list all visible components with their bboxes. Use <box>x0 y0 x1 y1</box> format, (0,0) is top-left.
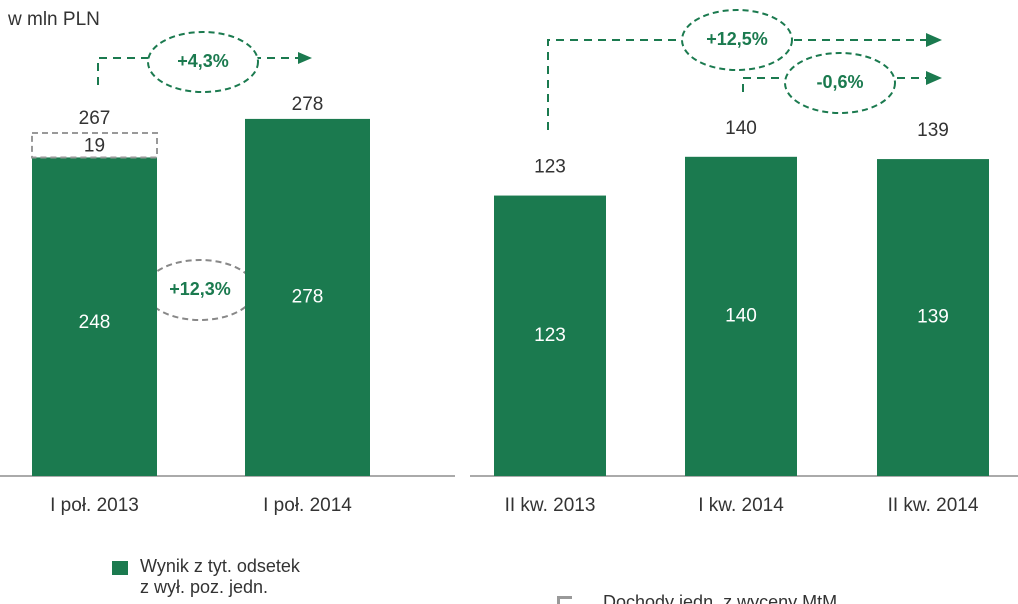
arrow <box>547 39 928 130</box>
annotation: +12,5% <box>706 29 768 49</box>
legend-swatch <box>557 596 572 604</box>
bar-label: 139 <box>917 307 949 328</box>
arrow <box>742 77 928 92</box>
unit-label: w mln PLN <box>7 9 100 30</box>
arrow-head <box>926 71 942 85</box>
x-tick-label: II kw. 2014 <box>888 495 979 516</box>
bar-label: 278 <box>292 286 324 307</box>
bar-label: 248 <box>79 312 111 333</box>
x-tick-label: I poł. 2013 <box>50 495 139 516</box>
annotation: -0,6% <box>816 72 863 92</box>
bar <box>245 118 370 476</box>
total-label: 278 <box>292 94 324 115</box>
arrow-head <box>926 33 942 47</box>
annotation-ellipse <box>681 9 793 71</box>
annotation: +12,3% <box>169 279 231 299</box>
bar <box>685 156 797 477</box>
total-label: 139 <box>917 120 949 141</box>
legend-swatch <box>112 561 128 575</box>
annotation: +4,3% <box>177 51 229 71</box>
total-label: 123 <box>534 157 566 178</box>
total-label: 140 <box>725 118 757 139</box>
x-tick-label: I poł. 2014 <box>263 495 352 516</box>
x-tick-label: I kw. 2014 <box>698 495 784 516</box>
legend-label: Wynik z tyt. odsetek z wył. poz. jedn. <box>140 556 300 597</box>
x-tick-label: II kw. 2013 <box>505 495 596 516</box>
bar <box>32 157 157 476</box>
bar <box>877 159 989 476</box>
bar <box>494 195 606 476</box>
total-label: 267 <box>79 108 111 129</box>
arrow-head <box>298 52 312 64</box>
annotation-ellipse <box>147 31 259 93</box>
bar-label: 123 <box>534 325 566 346</box>
legend-label: Dochody jedn. z wyceny MtM <box>603 592 838 604</box>
annotation-ellipse <box>784 52 896 114</box>
bar-label: 140 <box>725 305 757 326</box>
segment-label: 19 <box>84 135 105 156</box>
bar-segment <box>31 132 158 159</box>
